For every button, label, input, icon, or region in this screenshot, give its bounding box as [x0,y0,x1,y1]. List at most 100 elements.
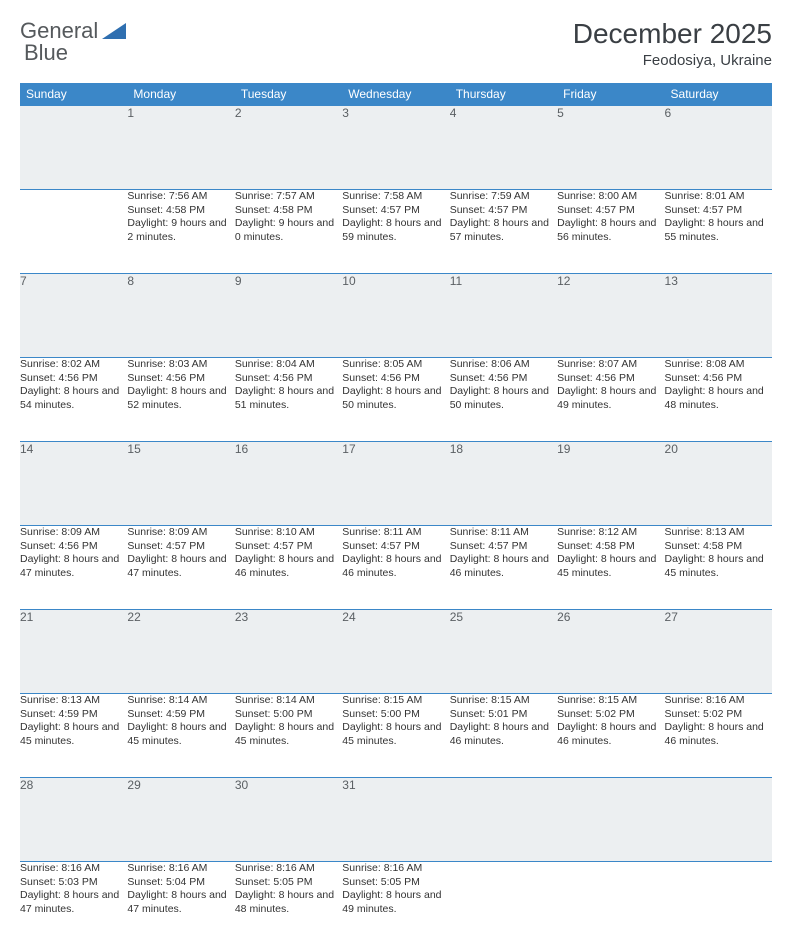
daylight-line: Daylight: 8 hours and 45 minutes. [20,721,127,748]
day-content-cell: Sunrise: 8:05 AMSunset: 4:56 PMDaylight:… [342,358,449,442]
daylight-line: Daylight: 8 hours and 51 minutes. [235,385,342,412]
day-number-cell: 16 [235,442,342,526]
sunset-line: Sunset: 4:59 PM [20,708,127,722]
sunrise-line: Sunrise: 7:57 AM [235,190,342,204]
sunset-line: Sunset: 4:56 PM [235,372,342,386]
sunrise-line: Sunrise: 7:56 AM [127,190,234,204]
sunrise-line: Sunrise: 8:15 AM [342,694,449,708]
day-number-cell: 24 [342,610,449,694]
day-content-row: Sunrise: 8:02 AMSunset: 4:56 PMDaylight:… [20,358,772,442]
day-number-cell: 21 [20,610,127,694]
day-content-row: Sunrise: 8:13 AMSunset: 4:59 PMDaylight:… [20,694,772,778]
daylight-line: Daylight: 8 hours and 47 minutes. [20,889,127,916]
sunset-line: Sunset: 4:59 PM [127,708,234,722]
day-number-row: 21222324252627 [20,610,772,694]
daylight-line: Daylight: 8 hours and 48 minutes. [665,385,772,412]
day-number-cell: 13 [665,274,772,358]
daylight-line: Daylight: 9 hours and 2 minutes. [127,217,234,244]
day-number-cell: 8 [127,274,234,358]
sunset-line: Sunset: 4:57 PM [450,204,557,218]
daylight-line: Daylight: 8 hours and 47 minutes. [20,553,127,580]
day-number-cell: 4 [450,106,557,190]
sunrise-line: Sunrise: 8:05 AM [342,358,449,372]
sunrise-line: Sunrise: 8:14 AM [127,694,234,708]
daylight-line: Daylight: 8 hours and 46 minutes. [450,553,557,580]
sunset-line: Sunset: 5:01 PM [450,708,557,722]
day-content-cell: Sunrise: 8:04 AMSunset: 4:56 PMDaylight:… [235,358,342,442]
sunset-line: Sunset: 4:58 PM [665,540,772,554]
day-content-cell [20,190,127,274]
day-number-cell: 30 [235,778,342,862]
daylight-line: Daylight: 8 hours and 54 minutes. [20,385,127,412]
day-content-cell: Sunrise: 7:58 AMSunset: 4:57 PMDaylight:… [342,190,449,274]
day-number-cell: 20 [665,442,772,526]
day-number-cell: 3 [342,106,449,190]
location-subtitle: Feodosiya, Ukraine [573,52,772,69]
daylight-line: Daylight: 8 hours and 46 minutes. [235,553,342,580]
day-number-cell [665,778,772,862]
sunset-line: Sunset: 4:56 PM [665,372,772,386]
day-number-cell: 1 [127,106,234,190]
day-content-cell: Sunrise: 7:59 AMSunset: 4:57 PMDaylight:… [450,190,557,274]
sunset-line: Sunset: 4:56 PM [450,372,557,386]
sunset-line: Sunset: 5:04 PM [127,876,234,890]
day-content-row: Sunrise: 7:56 AMSunset: 4:58 PMDaylight:… [20,190,772,274]
sunrise-line: Sunrise: 8:16 AM [127,862,234,876]
sunrise-line: Sunrise: 8:12 AM [557,526,664,540]
sunrise-line: Sunrise: 8:10 AM [235,526,342,540]
logo-triangle-icon [102,21,128,41]
day-content-cell: Sunrise: 8:02 AMSunset: 4:56 PMDaylight:… [20,358,127,442]
sunset-line: Sunset: 4:56 PM [342,372,449,386]
day-content-cell: Sunrise: 8:15 AMSunset: 5:00 PMDaylight:… [342,694,449,778]
sunset-line: Sunset: 4:57 PM [450,540,557,554]
day-content-cell: Sunrise: 7:57 AMSunset: 4:58 PMDaylight:… [235,190,342,274]
day-number-row: 78910111213 [20,274,772,358]
sunset-line: Sunset: 5:00 PM [342,708,449,722]
sunset-line: Sunset: 4:56 PM [557,372,664,386]
sunset-line: Sunset: 4:57 PM [557,204,664,218]
day-number-row: 123456 [20,106,772,190]
daylight-line: Daylight: 9 hours and 0 minutes. [235,217,342,244]
day-content-row: Sunrise: 8:16 AMSunset: 5:03 PMDaylight:… [20,862,772,946]
sunrise-line: Sunrise: 8:00 AM [557,190,664,204]
calendar-table: Sunday Monday Tuesday Wednesday Thursday… [20,83,772,946]
daylight-line: Daylight: 8 hours and 56 minutes. [557,217,664,244]
weekday-header: Thursday [450,83,557,106]
day-content-cell: Sunrise: 8:11 AMSunset: 4:57 PMDaylight:… [342,526,449,610]
sunset-line: Sunset: 5:03 PM [20,876,127,890]
daylight-line: Daylight: 8 hours and 46 minutes. [665,721,772,748]
daylight-line: Daylight: 8 hours and 46 minutes. [342,553,449,580]
daylight-line: Daylight: 8 hours and 50 minutes. [450,385,557,412]
sunrise-line: Sunrise: 8:08 AM [665,358,772,372]
day-number-cell: 17 [342,442,449,526]
day-content-cell: Sunrise: 8:06 AMSunset: 4:56 PMDaylight:… [450,358,557,442]
sunset-line: Sunset: 4:58 PM [557,540,664,554]
logo-text-blue: Blue [24,40,68,66]
sunrise-line: Sunrise: 8:09 AM [127,526,234,540]
sunset-line: Sunset: 4:57 PM [342,204,449,218]
sunrise-line: Sunrise: 8:15 AM [450,694,557,708]
sunrise-line: Sunrise: 8:15 AM [557,694,664,708]
day-content-cell: Sunrise: 8:13 AMSunset: 4:58 PMDaylight:… [665,526,772,610]
daylight-line: Daylight: 8 hours and 49 minutes. [342,889,449,916]
day-content-cell: Sunrise: 8:16 AMSunset: 5:04 PMDaylight:… [127,862,234,946]
sunrise-line: Sunrise: 8:13 AM [665,526,772,540]
day-number-cell: 14 [20,442,127,526]
day-content-cell: Sunrise: 8:12 AMSunset: 4:58 PMDaylight:… [557,526,664,610]
day-number-cell: 15 [127,442,234,526]
sunrise-line: Sunrise: 8:16 AM [665,694,772,708]
sunset-line: Sunset: 5:02 PM [557,708,664,722]
day-number-cell: 12 [557,274,664,358]
day-number-cell: 2 [235,106,342,190]
sunset-line: Sunset: 4:57 PM [127,540,234,554]
day-number-cell: 31 [342,778,449,862]
daylight-line: Daylight: 8 hours and 45 minutes. [127,721,234,748]
day-content-cell: Sunrise: 8:09 AMSunset: 4:56 PMDaylight:… [20,526,127,610]
day-number-cell: 29 [127,778,234,862]
sunset-line: Sunset: 5:05 PM [235,876,342,890]
day-content-cell: Sunrise: 8:01 AMSunset: 4:57 PMDaylight:… [665,190,772,274]
day-content-cell: Sunrise: 8:15 AMSunset: 5:02 PMDaylight:… [557,694,664,778]
day-content-cell: Sunrise: 8:08 AMSunset: 4:56 PMDaylight:… [665,358,772,442]
day-number-cell: 18 [450,442,557,526]
day-number-cell: 7 [20,274,127,358]
